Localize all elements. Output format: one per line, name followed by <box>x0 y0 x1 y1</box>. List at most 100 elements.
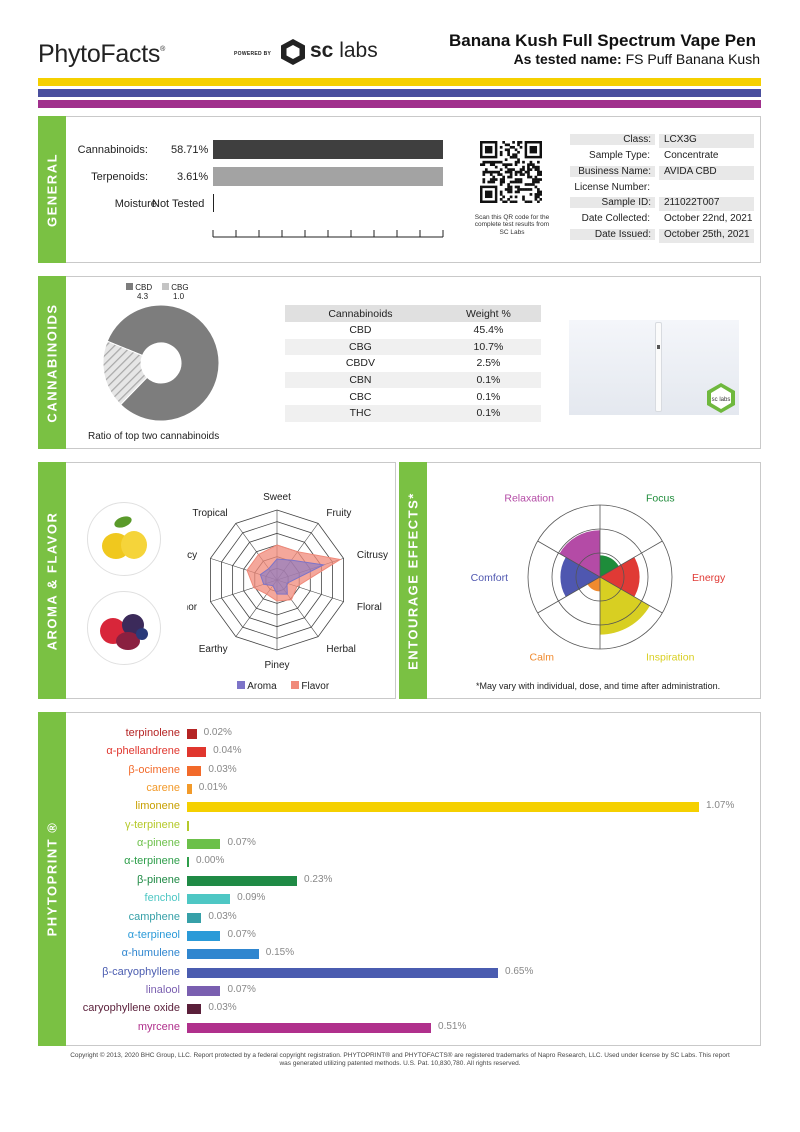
product-image: sc labs <box>569 320 739 415</box>
terpene-label: myrcene <box>137 1020 180 1033</box>
legend-cbg: CBG 1.0 <box>162 283 189 301</box>
cannabinoid-weight: 0.1% <box>435 371 541 389</box>
terpene-bar <box>187 1004 202 1015</box>
terpene-value: 0.07% <box>227 983 256 995</box>
terpene-bar <box>187 839 221 850</box>
terpene-bar <box>187 784 192 795</box>
percent-scale <box>212 230 444 238</box>
cannabinoid-weight: 10.7% <box>435 338 541 356</box>
terpene-value: 0.51% <box>438 1020 467 1032</box>
effect-label: Calm <box>529 652 554 664</box>
aroma-radar-chart: Sweet Fruity Citrusy Floral Herbal Piney Earth… <box>187 492 388 670</box>
effect-spoke <box>537 576 601 614</box>
moisture-axis-start <box>213 194 214 212</box>
cannabinoid-name: CBN <box>285 371 436 389</box>
terpene-value: 1.07% <box>706 800 735 812</box>
terpene-label: α-phellandrene <box>106 745 180 758</box>
header: PhytoFacts® POWERED BY sc labs Banana Ku… <box>0 0 800 110</box>
effect-label: Focus <box>646 492 675 504</box>
general-section: GENERAL Cannabinoids: 58.71% Terpenoids:… <box>38 116 761 263</box>
aroma-series <box>259 558 326 595</box>
terpenoids-bar <box>213 167 443 186</box>
terpene-label: terpinolene <box>125 727 180 739</box>
terpene-value: 0.03% <box>208 763 237 775</box>
sc-labs-logo: sc labs <box>280 38 380 68</box>
terpene-bar <box>187 949 259 960</box>
radar-axis-label: Piney <box>264 660 289 670</box>
radar-axis-label: Spicy <box>187 550 197 561</box>
terpene-value: 0.01% <box>198 782 228 794</box>
cannabinoid-weight: 0.1% <box>435 404 541 422</box>
terpene-label: caryophyllene oxide <box>82 1002 180 1015</box>
moisture-label: Moisture: <box>114 198 160 210</box>
legend-flavor: Flavor <box>301 681 330 692</box>
vape-pen-image <box>655 322 662 412</box>
terpene-label: α-terpineol <box>127 928 180 941</box>
terpenoids-value: 3.61% <box>177 171 209 183</box>
entourage-chart: Focus Energy Inspiration Calm Comfort Relaxat… <box>471 492 726 664</box>
terpene-label: α-humulene <box>121 947 180 960</box>
cannabinoid-weight: 2.5% <box>476 357 501 370</box>
effect-slice-energy <box>600 557 640 597</box>
terpene-label: β-ocimene <box>128 763 180 776</box>
effect-spoke <box>599 576 663 614</box>
terpene-bar <box>187 729 197 739</box>
cannabinoid-name: THC <box>285 404 436 422</box>
terpene-bar <box>187 747 207 758</box>
terpenoids-label: Terpenoids: <box>91 171 148 183</box>
terpene-label: γ-terpinene <box>124 818 180 831</box>
qr-code-icon[interactable] <box>480 141 542 203</box>
donut-slice-cbd <box>106 304 220 422</box>
effect-spoke <box>537 540 601 578</box>
terpene-value: 0.03% <box>208 1002 237 1014</box>
entourage-footnote: *May vary with individual, dose, and tim… <box>476 681 721 691</box>
ratio-donut-chart <box>102 304 220 422</box>
svg-text:sc labs: sc labs <box>712 397 731 403</box>
terpene-bar <box>187 930 221 941</box>
radar-axis-label: Herbal <box>326 644 355 655</box>
radar-axis-label: Floral <box>357 602 382 613</box>
terpene-bar <box>187 875 298 886</box>
cannabinoids-value: 58.71% <box>171 144 209 156</box>
table-row: CBG 10.7% <box>285 338 541 356</box>
effect-slice-inspiration <box>600 577 650 635</box>
table-row: CBN 0.1% <box>285 371 541 389</box>
lemon-image <box>87 502 161 576</box>
powered-by-label: POWERED BY <box>234 51 272 57</box>
cannabinoids-bar <box>213 140 443 159</box>
phytoprint-section: PHYTOPRINT ® terpinolene 0.02% α-phellandr… <box>38 712 761 1046</box>
aroma-legend: Aroma Flavor <box>237 681 329 692</box>
terpene-value: 0.15% <box>265 947 295 959</box>
qr-caption: Scan this QR code for the complete test … <box>474 214 550 236</box>
terpene-value: 0.03% <box>208 910 237 922</box>
cannabinoid-name: CBDV <box>345 357 376 370</box>
effect-label: Comfort <box>471 572 508 584</box>
phytofacts-logo: PhytoFacts® <box>38 40 165 68</box>
aroma-section: AROMA & FLAVOR Sweet Fruity Citrusy Floral H… <box>38 462 396 699</box>
cannabinoid-name: CBD <box>349 324 372 337</box>
phytoprint-tab: PHYTOPRINT ® <box>38 712 66 1046</box>
terpene-label: camphene <box>128 910 180 923</box>
entourage-section: ENTOURAGE EFFECTS* Focus Energy Inspiratio… <box>399 462 761 699</box>
terpene-bar <box>187 802 699 813</box>
legend-aroma: Aroma <box>247 681 277 692</box>
entourage-tab: ENTOURAGE EFFECTS* <box>399 462 427 699</box>
product-title: Banana Kush Full Spectrum Vape Pen <box>448 31 756 50</box>
effect-label: Energy <box>692 572 726 584</box>
radar-axis-label: Fruity <box>326 508 351 519</box>
terpene-label: fenchol <box>144 892 180 905</box>
terpene-value: 0.07% <box>227 837 256 849</box>
terpene-value: 0.00% <box>196 855 225 867</box>
terpene-label: carene <box>146 782 180 795</box>
effect-label: Relaxation <box>504 492 554 504</box>
cannabinoid-weight: 0.1% <box>476 390 501 403</box>
cannabinoid-name: CBG <box>285 338 436 356</box>
terpene-bar <box>187 967 499 978</box>
general-tab: GENERAL <box>38 116 66 263</box>
tested-name: As tested name: FS Puff Banana Kush <box>513 51 760 67</box>
ratio-caption: Ratio of top two cannabinoids <box>88 431 220 442</box>
effect-slice-focus <box>600 555 619 577</box>
terpene-value: 0.04% <box>213 745 242 757</box>
terpene-value: 0.09% <box>237 892 266 904</box>
terpene-bar <box>187 912 202 923</box>
